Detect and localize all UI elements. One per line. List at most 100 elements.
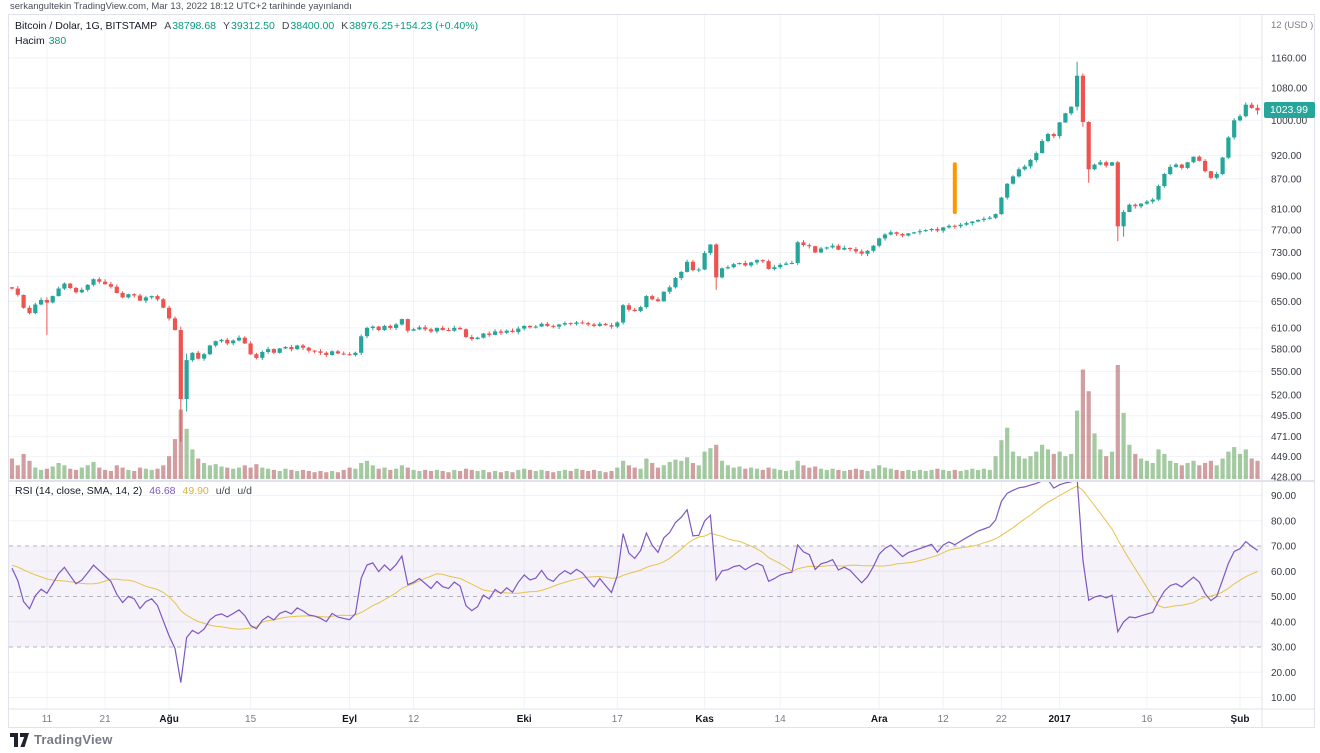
rsi-title: RSI (14, close, SMA, 14, 2) (15, 485, 143, 497)
candle-body (842, 247, 847, 250)
volume-bar (679, 460, 684, 479)
volume-legend-row[interactable]: Hacim 380 (15, 35, 478, 47)
volume-bar (981, 468, 986, 479)
time-axis-label: 21 (100, 714, 112, 725)
candle-body (132, 294, 137, 296)
candle-body (446, 330, 451, 331)
price-axis-label: 1080.00 (1271, 84, 1308, 95)
volume-bar (976, 469, 981, 479)
candle-body (1010, 176, 1016, 184)
candle-body (853, 249, 858, 252)
volume-bar (719, 460, 725, 479)
candle-body (1016, 169, 1021, 177)
volume-bar (1144, 460, 1149, 479)
volume-bar (248, 467, 253, 479)
tradingview-brand-link[interactable]: TradingView (34, 732, 113, 747)
main-series-legend[interactable]: Bitcoin / Dolar, 1G, BITSTAMP A38798.68 Y3… (15, 20, 478, 47)
volume-bar (1243, 449, 1248, 479)
volume-bar (1173, 463, 1179, 479)
candle-body (137, 295, 143, 301)
volume-bar (650, 463, 655, 479)
candle-body (300, 345, 306, 348)
rsi-axis-label: 80.00 (1271, 516, 1296, 527)
volume-bar (213, 464, 218, 479)
chart-widget[interactable]: 12 (USD ) 1160.00 1080.00 1000.00 920.00 870.… (8, 14, 1315, 728)
rsi-ma-value: 49.90 (182, 485, 209, 497)
price-axis-label: 730.00 (1271, 248, 1302, 259)
volume-bar (481, 469, 486, 479)
candle-body (1168, 166, 1173, 174)
volume-bar (207, 465, 212, 479)
volume-bar (1232, 447, 1237, 479)
price-axis-label: 495.00 (1271, 411, 1302, 422)
time-axis-label: 17 (612, 714, 624, 725)
candle-body (906, 233, 911, 236)
candle-body (1034, 153, 1039, 160)
candle-body (399, 319, 404, 325)
volume-bar (597, 471, 602, 479)
volume-bar (1069, 453, 1074, 479)
chart-canvas[interactable]: 12 (USD )1160.001080.001000.00920.00870.… (9, 15, 1314, 727)
published-info: serkangultekin TradingView.com, Mar 13, … (10, 1, 352, 12)
candle-body (225, 339, 230, 344)
time-axis-label: 22 (996, 714, 1008, 725)
volume-bar (522, 468, 527, 479)
candle-body (1249, 104, 1254, 108)
volume-bar (813, 466, 818, 479)
candle-body (877, 238, 882, 246)
volume-bar (359, 463, 364, 479)
volume-bar (458, 471, 463, 479)
volume-bar (941, 469, 946, 479)
rsi-suffix-token: u/d (215, 485, 231, 497)
symbol-legend-row[interactable]: Bitcoin / Dolar, 1G, BITSTAMP A38798.68 Y3… (15, 20, 478, 32)
volume-bar (330, 471, 335, 479)
candle-body (667, 287, 672, 292)
candle-body (912, 232, 917, 234)
candle-body (551, 325, 556, 327)
candle-body (306, 347, 311, 351)
volume-bar (289, 469, 294, 479)
price-axis[interactable]: 12 (USD ) 1160.00 1080.00 1000.00 920.00 870.… (1271, 20, 1313, 704)
candle-body (1226, 137, 1231, 158)
volume-bar (696, 465, 701, 479)
time-axis[interactable]: 11 21 Ağu 15 Eyl 12 Eki 17 Kas 14 Ara 12 22 2017 16 Şub (42, 714, 1250, 725)
candle-body (190, 352, 195, 361)
candle-body (993, 214, 998, 218)
candle-body (941, 227, 946, 231)
rsi-suffix-token: u/d (237, 485, 252, 497)
candle-body (56, 288, 61, 297)
candle-body (277, 348, 282, 353)
rsi-legend[interactable]: RSI (14, close, SMA, 14, 2) 46.68 49.90 u/d… (15, 485, 252, 497)
candle-body (865, 250, 870, 254)
volume-bar (743, 468, 748, 479)
volume-bar (1127, 444, 1132, 479)
volume-bar (865, 471, 870, 479)
volume-bar (417, 471, 422, 479)
rsi-ma-line (11, 485, 1258, 630)
volume-bar (335, 472, 340, 479)
volume-bar (591, 469, 597, 479)
volume-bar (877, 465, 882, 479)
volume-bar (376, 468, 381, 479)
volume-bar (749, 467, 754, 479)
candle-body (1045, 134, 1051, 141)
price-axis-label: 610.00 (1271, 323, 1302, 334)
volume-bar (399, 465, 404, 479)
price-axis-label: 449.00 (1271, 452, 1302, 463)
candle-body (108, 284, 113, 287)
candle-body (1220, 157, 1225, 174)
volume-bar (661, 465, 666, 479)
volume-bar (545, 471, 550, 479)
candle-body (1214, 174, 1219, 178)
volume-bar (527, 469, 533, 479)
candle-body (650, 296, 655, 300)
ohlc-values: A38798.68 Y39312.50 D38400.00 K38976.25 (157, 20, 393, 32)
candle-body (527, 325, 533, 328)
volume-bar (1197, 465, 1202, 479)
legend-ohlc-key: D (281, 20, 290, 32)
candle-body (330, 351, 335, 355)
orange-marker[interactable] (952, 162, 957, 215)
price-axis-label: 1000.00 (1271, 116, 1308, 127)
volume-bar (167, 456, 172, 479)
volume-bar (1057, 451, 1062, 479)
